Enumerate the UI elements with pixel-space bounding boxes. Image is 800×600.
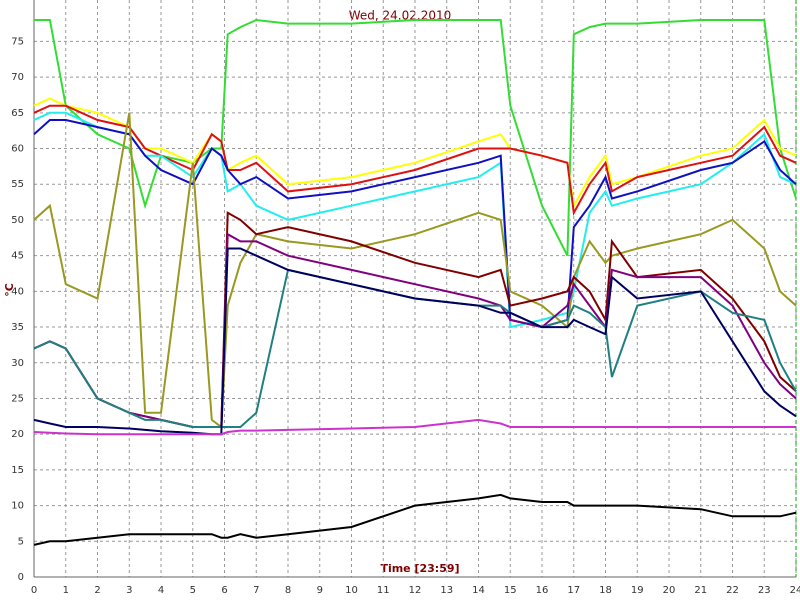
x-tick-label: 12 [409,585,422,596]
x-tick-label: 22 [726,585,739,596]
series-line [33,232,797,428]
y-tick-label: 0 [18,572,24,583]
y-tick-label: 65 [11,108,24,119]
y-axis-label: °C [3,283,16,297]
y-tick-label: 55 [11,179,24,190]
x-tick-label: 16 [536,585,549,596]
x-tick-label: 1 [63,585,69,596]
x-tick-label: 4 [158,585,164,596]
series-line [33,247,797,436]
x-tick-label: 23 [758,585,771,596]
y-tick-label: 35 [11,322,24,333]
y-tick-label: 5 [18,536,24,547]
series-line [33,493,797,546]
x-tick-label: 7 [253,585,259,596]
y-tick-label: 45 [11,251,24,262]
y-tick-label: 25 [11,393,24,404]
x-tick-label: 13 [440,585,453,596]
y-tick-label: 60 [11,144,24,155]
x-tick-label: 6 [221,585,227,596]
x-tick-label: 14 [472,585,485,596]
x-tick-label: 18 [599,585,612,596]
x-tick-label: 5 [190,585,196,596]
x-tick-label: 21 [694,585,707,596]
series-line [33,104,797,216]
x-tick-label: 0 [31,585,37,596]
x-tick-label: 20 [663,585,676,596]
y-tick-label: 15 [11,465,24,476]
y-tick-label: 70 [11,72,24,83]
x-axis-label: Time [23:59] [380,562,459,575]
series-line [33,119,797,329]
x-tick-label: 10 [345,585,358,596]
x-tick-label: 11 [377,585,390,596]
x-tick-label: 19 [631,585,644,596]
series-line [34,18,797,257]
series-line [33,112,797,429]
x-tick-label: 15 [504,585,517,596]
y-tick-label: 20 [11,429,24,440]
x-tick-label: 3 [126,585,132,596]
x-tick-label: 9 [317,585,323,596]
x-tick-label: 8 [285,585,291,596]
x-tick-label: 2 [94,585,100,596]
y-tick-label: 75 [11,36,24,47]
y-tick-label: 50 [11,215,24,226]
x-tick-label: 17 [567,585,580,596]
y-tick-label: 40 [11,286,24,297]
y-tick-label: 30 [11,358,24,369]
y-tick-label: 10 [11,501,24,512]
series-line [33,418,796,436]
x-tick-label: 24 [790,585,800,596]
